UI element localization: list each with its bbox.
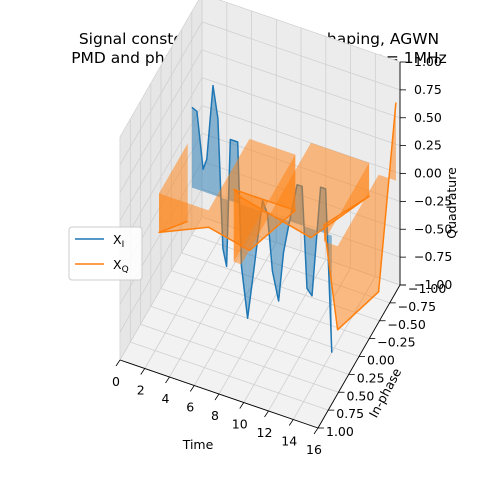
y-tick-label: 1.00 [326,424,354,439]
x-tick-label: 8 [211,408,219,423]
grid-line-quadrature [119,77,401,221]
legend: XI XQ [68,226,143,281]
y-tick-label: 0.00 [367,353,395,368]
legend-label-xi-main: X [113,232,122,247]
legend-label-xq-main: X [113,257,122,272]
grid-line-quadrature [119,49,401,193]
x-tick-label: 4 [162,391,170,406]
x-tick-label: 2 [137,383,145,398]
series-fill-xq [159,193,209,233]
z-tick-label: 0.00 [414,166,442,181]
x-tick-label: 10 [232,417,248,432]
y-tick-label: −0.75 [398,299,436,314]
z-tick-label: 0.25 [414,138,442,153]
legend-label-xi: XI [113,232,124,250]
z-tick-label: −1.00 [414,277,452,292]
series-fill-xq [233,154,296,262]
z-tick-label: 0.50 [414,110,442,125]
tick-labels: 0 2 4 6 8 10 12 14 16 −1.00 −0.75 −0.50 −0.25 0.00 0.2… [112,54,452,457]
series-fill-xi [191,107,197,190]
legend-label-xq-sub: Q [122,265,129,275]
x-axis-label: Time [182,437,214,452]
x-tick-label: 6 [186,400,194,415]
y-tick-label: −1.00 [408,281,446,296]
z-tick-label: 0.75 [414,82,442,97]
series-fill-xq [337,174,379,330]
x-tick-mark [264,410,269,418]
series-fill-xi [278,217,284,301]
x-tick-mark [214,393,220,401]
data-series [158,84,397,353]
z-tick-label: −0.50 [414,221,452,236]
legend-label-xi-sub: I [122,240,125,250]
y-tick-label: −0.25 [377,335,415,350]
grid-line-quadrature [119,21,401,166]
y-tick-label: −0.50 [388,317,426,332]
x-tick-mark [288,419,294,426]
x-tick-mark [189,385,195,392]
series-fill-xi [272,215,279,301]
series-fill-xq [241,142,311,265]
z-axis-label: Quadrature [444,167,459,239]
legend-box [68,226,143,281]
z-tick-label: −0.25 [414,193,452,208]
x-tick-mark [115,359,121,367]
series-fill-xi [307,227,312,296]
x-tick-mark [239,402,245,409]
z-tick-label: 1.00 [414,54,442,69]
x-tick-mark [165,376,170,384]
x-tick-label: 0 [112,374,120,389]
x-tick-label: 12 [257,425,273,440]
z-tick-label: −0.75 [414,249,452,264]
grid-line-quadrature [119,105,401,249]
x-tick-label: 16 [306,442,322,457]
x-tick-mark [140,368,146,375]
y-tick-label: 0.50 [347,388,375,403]
grid-line-quadrature [119,0,401,138]
y-tick-label: 0.75 [336,406,364,421]
series-fill-xq [310,142,370,238]
series-line-xq [158,102,397,331]
y-tick-label: 0.25 [357,370,385,385]
series-fill-xq [324,162,370,242]
x-tick-label: 14 [281,434,297,449]
x-tick-mark [313,427,319,435]
legend-label-xq: XQ [113,257,129,275]
series-fill-xq [233,189,242,265]
